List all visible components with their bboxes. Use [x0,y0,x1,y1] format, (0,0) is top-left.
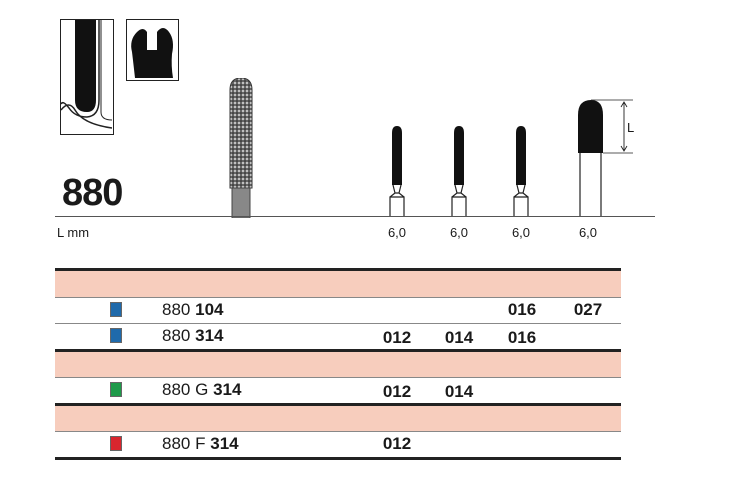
code-prefix: 880 [162,326,191,345]
grit-color-marker [110,302,122,317]
length-unit-label: L mm [57,225,90,240]
code-letter: G [195,380,209,399]
cavity-shape-illustration [126,19,179,81]
row-divider [55,297,621,298]
baseline-divider [55,216,655,217]
length-value: 6,0 [511,225,531,240]
code-letter: F [195,434,206,453]
code-shank: 314 [210,434,239,453]
application-illustration [60,19,114,135]
table-divider [55,268,621,271]
size-value: 012 [382,434,412,453]
group-header-band [55,352,621,377]
dimension-label: L [627,120,635,135]
size-value: 012 [382,382,412,401]
length-value: 6,0 [449,225,469,240]
product-code: 880 104 [162,300,223,320]
code-prefix: 880 [162,380,191,399]
table-divider [55,457,621,460]
size-value: 012 [382,328,412,347]
grit-color-marker [110,382,122,397]
code-shank: 104 [195,300,224,319]
group-header-band [55,406,621,431]
size-value: 014 [444,328,474,347]
product-code: 880 G 314 [162,380,241,400]
bur-drawings [389,99,633,216]
size-value: 016 [507,328,537,347]
code-prefix: 880 [162,300,191,319]
code-prefix: 880 [162,434,191,453]
bur-photo [229,78,253,218]
grit-color-marker [110,328,122,343]
row-divider [55,323,621,324]
size-value: 014 [444,382,474,401]
group-header-band [55,271,621,297]
table-divider [55,349,621,352]
size-value: 027 [573,300,603,319]
length-value: 6,0 [578,225,598,240]
product-code: 880 314 [162,326,223,346]
size-value: 016 [507,300,537,319]
product-code: 880 F 314 [162,434,239,454]
row-divider [55,377,621,378]
row-divider [55,431,621,432]
code-shank: 314 [213,380,242,399]
code-shank: 314 [195,326,224,345]
table-divider [55,403,621,406]
product-title: 880 [62,172,123,214]
grit-color-marker [110,436,122,451]
length-value: 6,0 [387,225,407,240]
